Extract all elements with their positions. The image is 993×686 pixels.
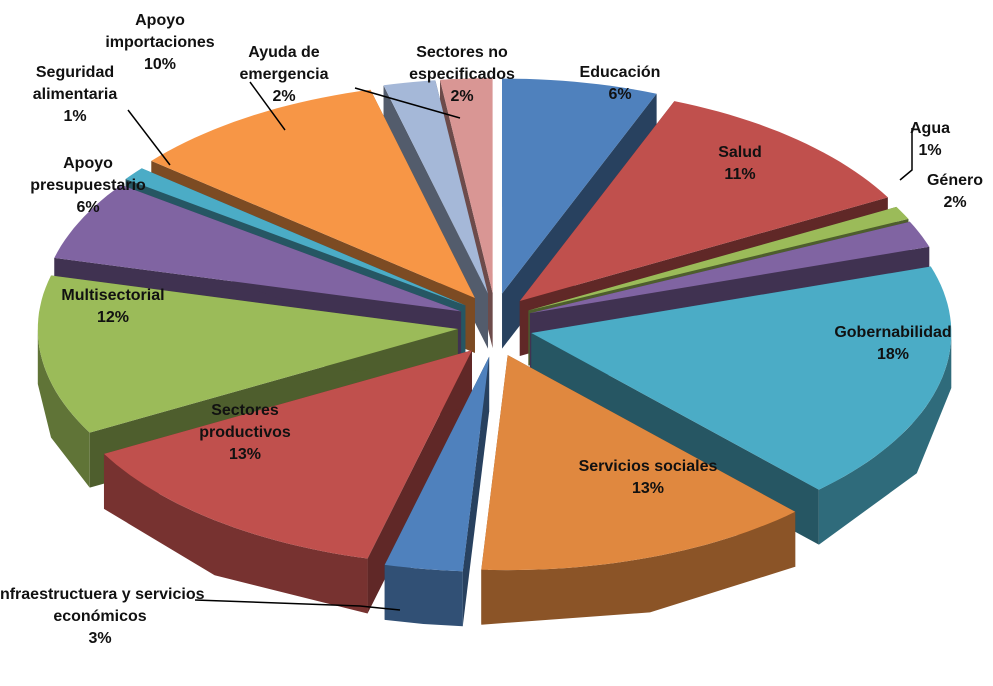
slice-side bbox=[384, 564, 463, 627]
slice-top bbox=[54, 185, 462, 312]
leader-lines bbox=[127, 81, 913, 611]
slice-side bbox=[104, 453, 368, 614]
slice-label: Servicios sociales 13% bbox=[553, 456, 743, 500]
slice-label: Educación 6% bbox=[560, 62, 680, 106]
value-label: 6% bbox=[608, 86, 632, 103]
category-label: Sectores productivos bbox=[199, 402, 291, 441]
slices bbox=[37, 78, 952, 627]
value-label: 3% bbox=[88, 630, 112, 647]
category-label: Género bbox=[926, 172, 983, 189]
slice-label: Sectores productivos 13% bbox=[170, 400, 320, 466]
value-label: 6% bbox=[76, 199, 100, 216]
value-label: 1% bbox=[63, 108, 87, 125]
slice-top bbox=[384, 356, 490, 572]
category-label: Ayuda de emergencia bbox=[239, 44, 329, 83]
category-label: Multisectorial bbox=[61, 287, 165, 304]
slice-top bbox=[104, 350, 473, 559]
slice-top bbox=[383, 80, 488, 294]
slice-label: Apoyo importaciones 10% bbox=[85, 10, 235, 76]
slice-top bbox=[531, 266, 952, 490]
value-label: 2% bbox=[272, 88, 296, 105]
slice bbox=[481, 355, 796, 625]
slice-label: Apoyo presupuestario 6% bbox=[13, 153, 163, 219]
category-label: Infraestructuera y servicios económicos bbox=[0, 586, 205, 625]
slice-top bbox=[37, 275, 458, 433]
category-label: Apoyo presupuestario bbox=[30, 155, 146, 194]
slice-label: Sectores no especificados 2% bbox=[392, 42, 532, 108]
slice-top bbox=[481, 355, 796, 571]
slice-label: Salud 11% bbox=[695, 142, 785, 186]
slice-label: Gobernabilidad 18% bbox=[813, 322, 973, 366]
slice-side bbox=[818, 333, 952, 545]
leader-line bbox=[899, 128, 913, 181]
slice-side bbox=[37, 329, 90, 488]
slice-top bbox=[502, 78, 657, 294]
slice-top bbox=[529, 221, 930, 314]
slice-label: Infraestructuera y servicios económicos 3… bbox=[0, 584, 205, 650]
category-label: Servicios sociales bbox=[578, 458, 718, 475]
category-label: Educación bbox=[579, 64, 661, 81]
slice-top bbox=[519, 101, 888, 301]
slice-top bbox=[440, 78, 493, 294]
slice-label: Ayuda de emergencia 2% bbox=[224, 42, 344, 108]
leader-line bbox=[249, 81, 286, 131]
value-label: 2% bbox=[450, 88, 474, 105]
slice-label: Seguridad alimentaria 1% bbox=[10, 62, 140, 128]
slice-label: Agua 1% bbox=[900, 118, 960, 162]
category-label: Apoyo importaciones bbox=[105, 12, 215, 51]
slice-top bbox=[151, 89, 475, 298]
value-label: 13% bbox=[631, 480, 665, 497]
category-label: Seguridad alimentaria bbox=[32, 64, 118, 103]
value-label: 13% bbox=[228, 446, 262, 463]
leader-line bbox=[194, 599, 401, 611]
leader-line bbox=[127, 109, 171, 166]
category-label: Gobernabilidad bbox=[834, 324, 952, 341]
category-label: Salud bbox=[718, 144, 762, 161]
value-label: 11% bbox=[724, 166, 756, 183]
slice-top bbox=[528, 206, 909, 311]
slice bbox=[384, 356, 490, 627]
slice-label: Género 2% bbox=[915, 170, 993, 214]
slice bbox=[103, 350, 473, 614]
leader-line bbox=[354, 87, 461, 119]
value-label: 2% bbox=[943, 194, 967, 211]
value-label: 12% bbox=[96, 309, 130, 326]
value-label: 18% bbox=[876, 346, 910, 363]
category-label: Agua bbox=[910, 120, 950, 137]
value-label: 10% bbox=[143, 56, 177, 73]
category-label: Sectores no especificados bbox=[409, 44, 515, 83]
slice-top bbox=[125, 168, 466, 306]
slice-label: Multisectorial 12% bbox=[38, 285, 188, 329]
slice-side bbox=[481, 511, 796, 625]
value-label: 1% bbox=[918, 142, 942, 159]
